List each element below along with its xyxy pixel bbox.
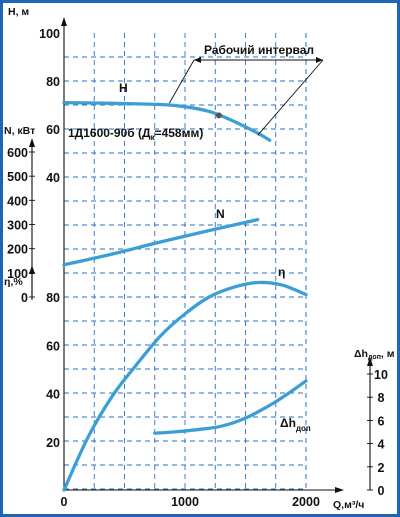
model-label: 1Д1600-90б (Дк=458мм) [68, 126, 203, 142]
dh-curve-label-main: Δh [280, 416, 296, 430]
n-axis-arrow [29, 138, 35, 147]
n-curve [62, 218, 260, 267]
q-axis-label: Q,м³/ч [333, 499, 364, 511]
eta-axis-label: η,% [4, 276, 23, 288]
h-tick-label: 100 [39, 27, 60, 41]
eta-tick-label: 60 [46, 339, 60, 353]
h-tick-label: 40 [46, 171, 60, 185]
eta-curve [62, 280, 308, 492]
eta-curve-label: η [278, 265, 285, 279]
eta-tick-label: 80 [46, 291, 60, 305]
n-tick-label: 300 [7, 219, 28, 233]
n-tick-label: 200 [7, 243, 28, 257]
n-tick-label: 0 [21, 291, 28, 305]
dh-axis-label-sub: доп [368, 354, 381, 361]
h-curve [62, 100, 272, 142]
dh-axis-arrow [367, 357, 373, 366]
q-tick-label: 0 [61, 495, 68, 509]
curves [62, 100, 308, 492]
dh-curve [153, 379, 308, 435]
h-curve-label: H [119, 81, 128, 95]
bottom-axis-arrow [335, 487, 344, 493]
dh-curve-label: Δhдоп [280, 416, 311, 433]
eta-tick-label: 20 [46, 436, 60, 450]
model-label-tail: =458мм) [155, 126, 204, 140]
dh-axis-label: Δhдоп, м [354, 348, 395, 361]
h-axis-label: H, м [8, 6, 29, 18]
dh-tick-label: 8 [378, 391, 385, 405]
eta-tick-label: 40 [46, 388, 60, 402]
n-tick-label: 500 [7, 170, 28, 184]
work-interval-arrow-left [194, 57, 201, 63]
dh-tick-label: 10 [374, 368, 388, 382]
n-curve-label: N [216, 207, 225, 221]
dh-tick-label: 6 [378, 414, 385, 428]
duty-point-marker [215, 112, 222, 119]
model-label-sub: к [151, 133, 156, 142]
left-axis-arrow [61, 17, 67, 26]
work-interval-leader-right [257, 59, 324, 136]
n-tick-label: 400 [7, 194, 28, 208]
grid [64, 33, 307, 490]
model-label-main: 1Д1600-90б (Д [68, 126, 151, 140]
dh-curve-label-sub: доп [296, 424, 311, 433]
eta-axis-arrow [29, 265, 35, 274]
axes [29, 17, 373, 493]
dh-axis-label-unit: , м [381, 348, 395, 360]
n-tick-label: 100 [7, 267, 28, 281]
work-interval-arrow-right [316, 57, 323, 63]
dh-tick-label: 0 [378, 484, 385, 498]
n-tick-label: 600 [7, 146, 28, 160]
work-interval-label: Рабочий интервал [204, 43, 314, 57]
labels: 4060801000100200300400500600204060800246… [7, 27, 388, 509]
h-tick-label: 80 [46, 75, 60, 89]
dh-tick-label: 4 [378, 438, 385, 452]
q-tick-label: 2000 [292, 495, 320, 509]
n-axis-label: N, кВт [4, 125, 35, 137]
dh-tick-label: 2 [378, 461, 385, 475]
q-tick-label: 1000 [171, 495, 199, 509]
h-tick-label: 60 [46, 123, 60, 137]
dh-axis-label-main: Δh [354, 348, 368, 360]
work-interval-leader-left [168, 59, 195, 104]
